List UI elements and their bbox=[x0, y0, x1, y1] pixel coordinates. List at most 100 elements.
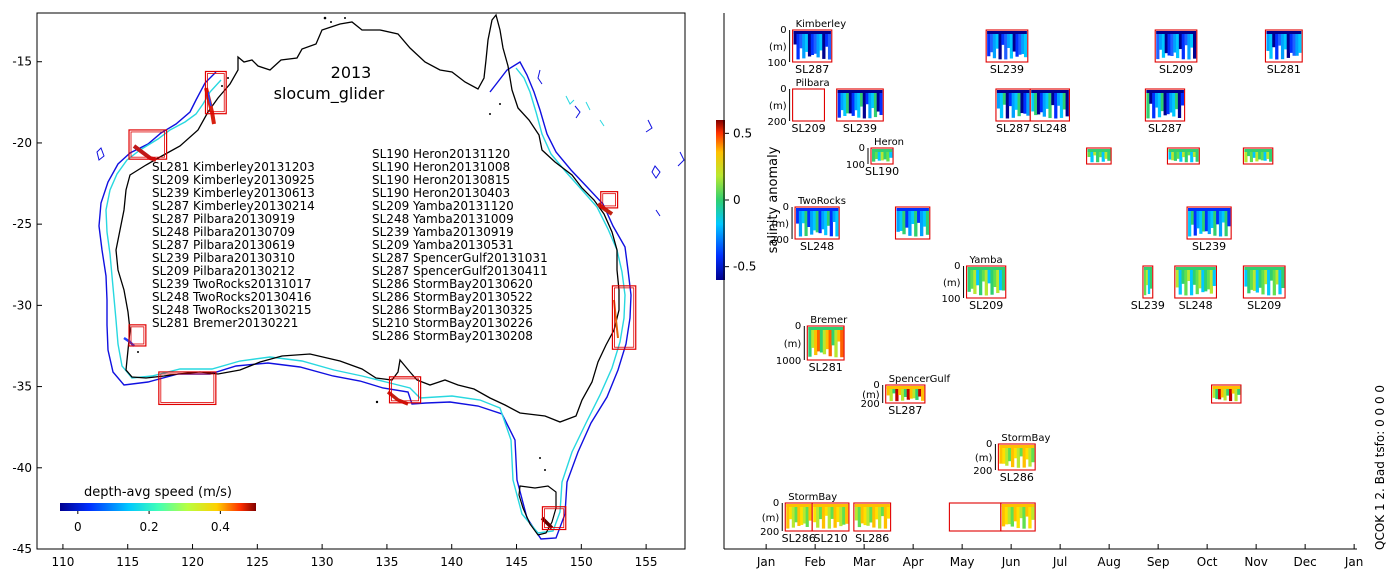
depth-tick-label: 0 bbox=[795, 321, 801, 332]
depth-tick-label: 0 bbox=[986, 439, 992, 450]
deployment-entry: SL248 Yamba20131009 bbox=[372, 212, 514, 226]
region-box-stormbay bbox=[541, 506, 567, 531]
site-name: Pilbara bbox=[796, 78, 830, 89]
salinity-colorbar-ticks: 0.5 0 -0.5 bbox=[725, 126, 756, 274]
map-x-tick-label: 150 bbox=[570, 555, 593, 569]
depth-tick-label: 0 bbox=[954, 261, 960, 272]
deployment-entry: SL287 Kimberley20130214 bbox=[152, 199, 315, 213]
deployment-entry: SL287 SpencerGulf20130411 bbox=[372, 264, 548, 278]
glider-section: SL286 bbox=[782, 502, 816, 545]
month-tick-label: Jul bbox=[1052, 555, 1067, 569]
map-x-tick-label: 120 bbox=[181, 555, 204, 569]
depth-tick-label: 0 bbox=[780, 25, 786, 36]
glider-section: SL281 bbox=[806, 325, 845, 374]
map-y-tick-label: -35 bbox=[12, 380, 32, 394]
depth-tick-label: 100 bbox=[846, 160, 865, 171]
glider-section: SL209 bbox=[965, 265, 1007, 312]
glider-label: SL286 bbox=[782, 532, 816, 545]
map-x-tick-label: 145 bbox=[505, 555, 528, 569]
month-tick-label: Feb bbox=[805, 555, 826, 569]
glider-section: SL239 bbox=[836, 88, 884, 135]
islands bbox=[137, 16, 546, 471]
timeline-panel: Jan Feb Mar Apr May Jun Jul Aug Sep Oct Nov Dec Jan … bbox=[723, 13, 1363, 569]
depth-tick-label: (m) bbox=[784, 339, 802, 350]
offshore-reef-outlines-shallow bbox=[565, 95, 605, 127]
deployment-entry: SL209 Kimberley20130925 bbox=[152, 173, 315, 187]
deployment-entry: SL239 Pilbara20130310 bbox=[152, 251, 295, 265]
site-name: Kimberley bbox=[796, 19, 847, 30]
deployment-entry: SL190 Heron20131120 bbox=[372, 147, 510, 161]
speed-colorbar: depth-avg speed (m/s) 0 0.2 0.4 bbox=[60, 485, 256, 534]
deployment-entry: SL209 Yamba20130531 bbox=[372, 238, 514, 252]
glider-label: SL287 bbox=[888, 404, 922, 417]
speed-colorbar-tick-label: 0.2 bbox=[140, 520, 159, 534]
depth-tick-label: 200 bbox=[760, 527, 779, 538]
glider-label: SL248 bbox=[1179, 299, 1213, 312]
map-x-tick-label: 115 bbox=[116, 555, 139, 569]
salinity-colorbar-tick-label: -0.5 bbox=[733, 260, 756, 274]
deployment-entry: SL248 TwoRocks20130416 bbox=[152, 290, 312, 304]
glider-section bbox=[894, 206, 931, 240]
glider-label: SL210 bbox=[814, 532, 848, 545]
glider-label: SL281 bbox=[1267, 63, 1301, 76]
salinity-colorbar-bar bbox=[716, 120, 725, 280]
glider-section: SL287 bbox=[792, 29, 833, 76]
timeline-row-heron: Heron 0 100 SL190 bbox=[846, 137, 1274, 178]
glider-section: SL209 bbox=[1154, 29, 1198, 76]
deployment-entry: SL190 Heron20130815 bbox=[372, 173, 510, 187]
timeline-row-stormbay: StormBay 0 (m) 200 SL286 bbox=[973, 433, 1050, 484]
salinity-colorbar-tick-label: 0.5 bbox=[733, 126, 752, 140]
glider-section bbox=[948, 502, 1002, 532]
map-title-platform: slocum_glider bbox=[274, 84, 385, 104]
speed-colorbar-tick-label: 0 bbox=[74, 520, 82, 534]
glider-section: SL239 bbox=[1131, 265, 1165, 312]
glider-label: SL190 bbox=[865, 165, 899, 178]
depth-tick-label: 0 bbox=[873, 380, 879, 391]
depth-tick-label: 100 bbox=[941, 294, 960, 305]
qc-label: QCOK 1 2. Bad tsfo: 0 0 0 0 bbox=[1373, 385, 1387, 550]
deployment-entry: SL286 StormBay20130522 bbox=[372, 290, 533, 304]
month-tick-label: Jun bbox=[1001, 555, 1021, 569]
deployment-entry: SL248 TwoRocks20130215 bbox=[152, 303, 312, 317]
region-box-yamba bbox=[611, 285, 637, 350]
speed-colorbar-tick-label: 0.4 bbox=[211, 520, 230, 534]
site-name: Heron bbox=[874, 137, 904, 148]
region-box-kimberley bbox=[204, 70, 227, 115]
deployment-entry: SL239 TwoRocks20131017 bbox=[152, 277, 312, 291]
glider-section bbox=[1166, 147, 1200, 165]
timeline-row-spencergulf: SpencerGulf 0(m)200 SL287 bbox=[861, 374, 1242, 417]
month-tick-label: Mar bbox=[853, 555, 876, 569]
glider-label: SL248 bbox=[1033, 122, 1067, 135]
speed-colorbar-bar bbox=[60, 503, 256, 511]
timeline-month-axis: Jan Feb Mar Apr May Jun Jul Aug Sep Oct Nov Dec Jan bbox=[756, 544, 1363, 569]
deployment-entry: SL248 Pilbara20130709 bbox=[152, 225, 295, 239]
depth-tick-label: (m) bbox=[762, 513, 780, 524]
glider-section: SL239 bbox=[1186, 206, 1232, 253]
glider-section: SL210 bbox=[811, 502, 850, 545]
region-box-heron bbox=[600, 191, 619, 209]
timeline-row-kimberley: Kimberley 0 (m) 100 SL287 SL239 SL209 SL281 bbox=[768, 19, 1303, 76]
depth-tick-label: (m) bbox=[772, 219, 790, 230]
depth-tick-label: 0 bbox=[773, 498, 779, 509]
site-name: StormBay bbox=[788, 492, 837, 503]
glider-label: SL286 bbox=[1000, 471, 1034, 484]
glider-label: SL287 bbox=[1148, 122, 1182, 135]
speed-colorbar-ticks: 0 0.2 0.4 bbox=[74, 511, 230, 534]
glider-label: SL248 bbox=[800, 240, 834, 253]
deployment-entry: SL287 Pilbara20130919 bbox=[152, 212, 295, 226]
glider-section bbox=[1211, 384, 1242, 404]
salinity-colorbar-tick-label: 0 bbox=[733, 193, 741, 207]
map-axes-box bbox=[36, 12, 686, 550]
depth-tick-label: 200 bbox=[861, 399, 880, 410]
map-y-tick-label: -45 bbox=[12, 542, 32, 556]
depth-tick-label: 0 bbox=[859, 143, 865, 154]
site-name: Yamba bbox=[969, 255, 1003, 266]
month-tick-label: Dec bbox=[1294, 555, 1317, 569]
glider-label: SL287 bbox=[996, 122, 1030, 135]
map-y-axis: -15 -20 -25 -30 -35 -40 -45 bbox=[12, 55, 42, 556]
map-y-tick-label: -15 bbox=[12, 55, 32, 69]
glider-section: SL287 bbox=[885, 384, 926, 417]
